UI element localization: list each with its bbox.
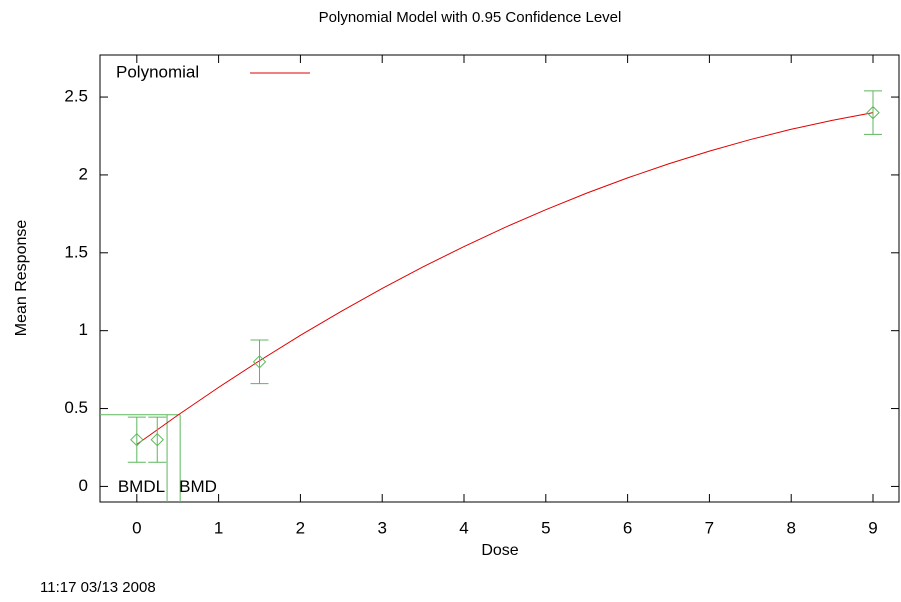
error-bar bbox=[148, 416, 167, 463]
x-tick-label: 4 bbox=[459, 518, 468, 537]
y-tick-label: 1.5 bbox=[64, 242, 88, 261]
y-axis-label: Mean Response bbox=[13, 220, 30, 337]
y-tick-label: 2 bbox=[79, 164, 88, 183]
x-tick-label: 0 bbox=[132, 518, 141, 537]
model-curve bbox=[136, 112, 874, 445]
x-tick-label: 3 bbox=[377, 518, 386, 537]
data-point bbox=[130, 432, 144, 447]
x-tick-label: 9 bbox=[868, 518, 877, 537]
x-tick-label: 7 bbox=[705, 518, 714, 537]
error-bar bbox=[127, 416, 146, 463]
y-tick-label: 2.5 bbox=[64, 87, 88, 106]
data-point bbox=[866, 105, 880, 120]
bmdl-label: BMDL bbox=[118, 477, 165, 496]
y-tick-label: 0.5 bbox=[64, 398, 88, 417]
data-point bbox=[150, 432, 164, 447]
chart-title: Polynomial Model with 0.95 Confidence Le… bbox=[319, 9, 622, 26]
x-tick-label: 1 bbox=[214, 518, 223, 537]
x-tick-label: 6 bbox=[623, 518, 632, 537]
data-point bbox=[252, 355, 267, 369]
y-tick-label: 0 bbox=[79, 476, 88, 495]
x-axis-label: Dose bbox=[481, 542, 518, 559]
bmd-label: BMD bbox=[179, 477, 217, 496]
timestamp: 11:17 03/13 2008 bbox=[40, 579, 156, 596]
error-bar bbox=[864, 90, 883, 135]
x-tick-label: 5 bbox=[541, 518, 550, 537]
error-bar bbox=[250, 339, 269, 385]
x-tick-label: 2 bbox=[296, 518, 305, 537]
y-tick-label: 1 bbox=[79, 320, 88, 339]
x-tick-label: 8 bbox=[786, 518, 795, 537]
plot-frame bbox=[99, 54, 900, 503]
legend-label: Polynomial bbox=[116, 62, 199, 81]
